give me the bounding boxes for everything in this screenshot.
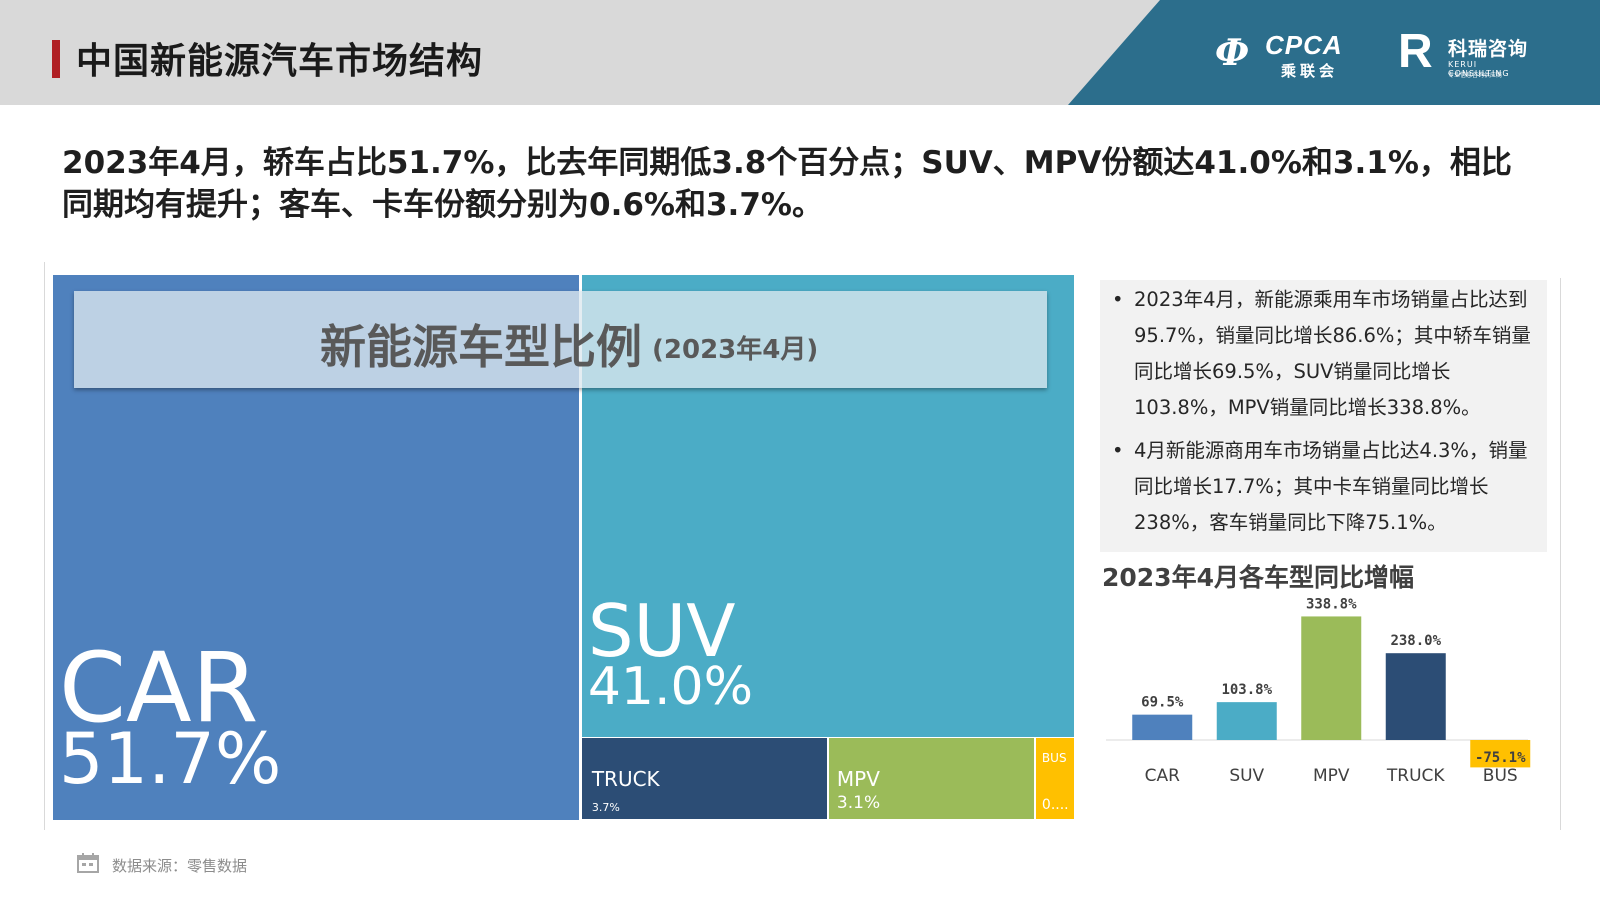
treemap-title: 新能源车型比例 [320,320,642,374]
bullet-dot: • [1112,288,1124,311]
title-accent-bar [52,40,60,78]
growth-category-label: MPV [1313,766,1350,786]
treemap-value-car: 51.7% [59,718,282,800]
cpca-logo-name: CPCA [1265,30,1343,60]
growth-bar-bus [1470,740,1531,768]
treemap-title-date: (2023年4月) [652,335,819,365]
summary-text: 2023年4月，轿车占比51.7%，比去年同期低3.8个百分点；SUV、MPV份… [62,145,1512,223]
cpca-logo: Ф CPCA 乘联会 [1215,30,1365,80]
treemap-cell-truck: TRUCK 3.7% [581,737,827,819]
treemap-cell-bus: BUS 0.... [1035,737,1074,819]
frame-divider-right [1560,278,1561,830]
treemap-value-truck: 3.7% [591,800,620,814]
kerui-logo-cn: 科瑞咨询 [1448,38,1529,60]
kerui-logo-mark: R [1398,25,1433,78]
cpca-logo-mark: Ф [1215,32,1250,74]
growth-bar-truck [1385,653,1446,740]
insight-textbox: • 2023年4月，新能源乘用车市场销量占比达到95.7%，销量同比增长86.6… [1100,280,1547,552]
growth-value-label: 338.8% [1306,596,1357,612]
calendar-icon [77,853,99,873]
kerui-logo: R 科瑞咨询 KERUI CONSULTING 专业信息咨询供应商 [1398,25,1538,79]
header-logo-panel [1068,0,1600,105]
insight-bullet-text: 2023年4月，新能源乘用车市场销量占比达到95.7%，销量同比增长86.6%；… [1134,288,1531,419]
treemap-label-mpv: MPV [836,766,880,791]
treemap-label-bus: BUS [1041,750,1067,765]
growth-category-label: SUV [1229,766,1264,786]
treemap-value-bus: 0.... [1041,796,1069,813]
growth-bar-car [1132,714,1193,740]
growth-value-label: -75.1% [1475,750,1526,766]
bullet-dot: • [1112,439,1124,462]
growth-bar-suv [1216,702,1277,740]
growth-bar-mpv [1301,616,1362,740]
treemap-title-box: 新能源车型比例 (2023年4月) [74,291,1047,388]
growth-category-label: BUS [1483,766,1518,786]
kerui-logo-sub: 专业信息咨询供应商 [1448,72,1503,79]
growth-value-label: 103.8% [1221,682,1272,698]
growth-chart-title: 2023年4月各车型同比增幅 [1102,563,1414,592]
insight-bullet-text: 4月新能源商用车市场销量占比达4.3%，销量同比增长17.7%；其中卡车销量同比… [1134,439,1528,534]
growth-value-label: 238.0% [1390,633,1441,649]
page-title: 中国新能源汽车市场结构 [76,41,484,82]
treemap-cell-mpv: MPV 3.1% [828,737,1034,819]
treemap-label-truck: TRUCK [591,766,660,791]
treemap-value-mpv: 3.1% [836,792,881,813]
growth-category-label: CAR [1145,766,1180,786]
cpca-logo-cn: 乘联会 [1281,62,1339,80]
treemap-value-suv: 41.0% [587,656,754,717]
treemap-label-suv: SUV [587,588,736,673]
growth-bar-chart: 69.5% CAR 103.8% SUV 338.8% MPV 238.0% TRUCK -75… [1106,596,1531,786]
growth-category-label: TRUCK [1386,766,1446,786]
growth-value-label: 69.5% [1141,695,1184,711]
insight-bullet-1: • 2023年4月，新能源乘用车市场销量占比达到95.7%，销量同比增长86.6… [1112,282,1542,426]
insight-bullet-2: • 4月新能源商用车市场销量占比达4.3%，销量同比增长17.7%；其中卡车销量… [1112,433,1542,541]
treemap-label-car: CAR [59,632,259,744]
frame-divider-left [44,262,45,830]
data-source: 数据来源：零售数据 [112,857,248,875]
kerui-logo-en: KERUI CONSULTING [1448,60,1510,78]
